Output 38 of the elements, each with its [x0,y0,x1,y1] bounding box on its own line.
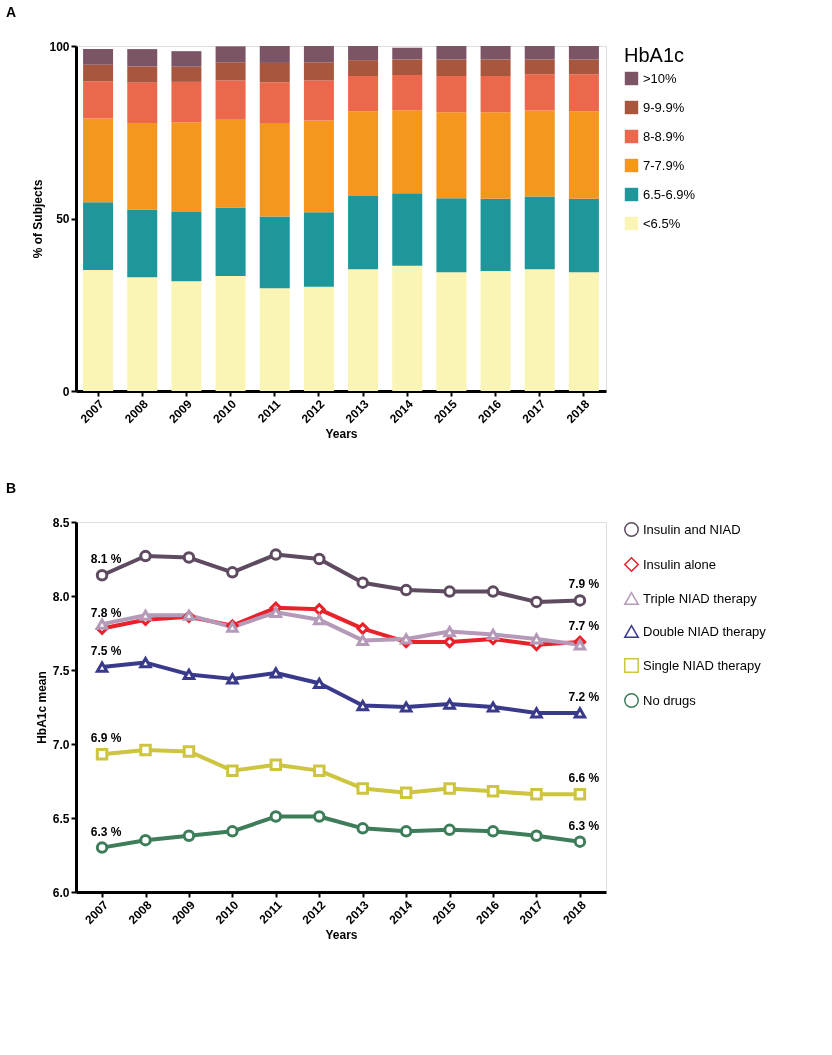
legend-label: Double NIAD therapy [643,623,767,639]
y-tick-label: 7.0 [52,737,70,752]
y-tick-label: 100 [49,39,70,54]
legend-title: HbA1c [624,44,685,66]
y-axis-title: HbA1c mean [34,671,49,744]
y-tick-label: 50 [56,212,70,226]
legend-label: Insulin alone [643,556,716,572]
legend-label: Triple NIAD therapy [643,590,758,606]
annotation: 8.1 % [90,552,122,567]
legend-label: <6.5% [643,215,681,231]
x-axis-title: Years [325,928,358,943]
legend-label: Single NIAD therapy [643,657,762,673]
y-axis-title: % of Subjects [31,179,46,259]
legend-label: Insulin and NIAD [643,521,741,537]
annotation: 7.2 % [568,689,600,704]
chart-title: A [6,4,17,20]
annotation: 7.5 % [90,644,122,659]
annotation: 6.6 % [568,771,600,786]
chart-title: B [6,480,17,496]
legend-label: 9-9.9% [643,99,685,115]
legend-label: No drugs [643,692,697,708]
y-tick-label: 7.5 [52,663,70,678]
y-tick-label: 0 [62,384,70,399]
annotation: 7.9 % [568,577,600,592]
x-axis-title: Years [325,427,358,442]
legend-label: >10% [643,70,678,86]
y-tick-label: 8.5 [52,515,70,530]
legend-label: 7-7.9% [643,157,685,173]
y-tick-label: 6.0 [52,885,70,900]
annotation: 6.3 % [90,824,122,839]
legend-label: 6.5-6.9% [643,186,696,202]
annotation: 7.7 % [568,618,600,633]
annotation: 6.3 % [568,818,600,833]
y-tick-label: 6.5 [52,811,70,826]
annotation: 7.8 % [90,605,122,620]
annotation: 6.9 % [90,731,122,746]
y-tick-label: 8.0 [52,589,70,604]
legend-label: 8-8.9% [643,128,685,144]
